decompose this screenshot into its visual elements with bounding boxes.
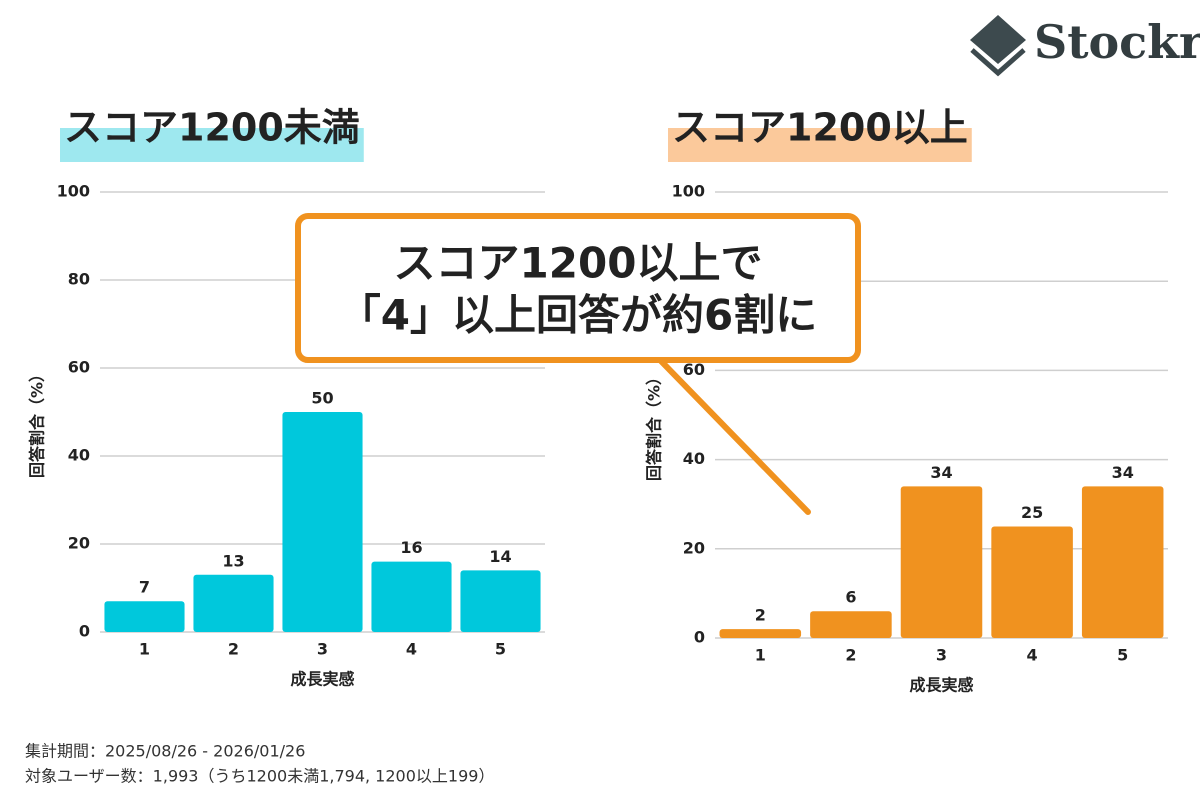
bar	[1081, 486, 1164, 638]
bar	[371, 561, 452, 632]
x-axis-label: 成長実感	[909, 676, 973, 695]
callout-box	[295, 213, 861, 363]
y-tick-label: 20	[68, 534, 90, 553]
y-tick-label: 60	[68, 358, 90, 377]
bar	[719, 629, 802, 638]
logo-icon	[970, 48, 1026, 77]
value-label: 7	[139, 578, 150, 597]
x-tick-label: 3	[936, 646, 947, 665]
title-highlight	[60, 128, 364, 162]
chart: スコア1200以上0204060801002162343254345成長実感回答…	[645, 106, 1168, 695]
chart-title: スコア1200未満	[64, 106, 360, 150]
bar	[460, 570, 541, 632]
callout-pointer	[657, 357, 811, 515]
y-tick-label: 40	[68, 446, 90, 465]
y-tick-label: 60	[683, 360, 705, 379]
value-label: 16	[400, 538, 422, 557]
value-label: 6	[845, 588, 856, 607]
x-tick-label: 1	[139, 640, 150, 659]
y-tick-label: 100	[672, 182, 705, 201]
bar	[193, 574, 274, 632]
x-tick-label: 5	[1117, 646, 1128, 665]
value-label: 34	[930, 463, 952, 482]
y-tick-label: 0	[79, 622, 90, 641]
x-tick-label: 3	[317, 640, 328, 659]
chart-title: スコア1200以上	[672, 106, 968, 150]
logo-text: Stockr	[1034, 15, 1200, 69]
callout-text: スコア1200以上で	[394, 239, 763, 288]
bar	[810, 611, 892, 638]
title-highlight	[668, 128, 972, 162]
y-tick-label: 40	[683, 449, 705, 468]
bar	[900, 486, 983, 638]
value-label: 13	[222, 551, 244, 570]
value-label: 2	[755, 606, 766, 625]
x-tick-label: 4	[1027, 646, 1038, 665]
x-tick-label: 2	[228, 640, 239, 659]
value-label: 34	[1112, 463, 1134, 482]
value-label: 14	[489, 547, 511, 566]
bar	[991, 526, 1073, 638]
chart: スコア1200未満 0 20 40 60 80 100 7 1 13 2 50 3 16 4 14 5 成長実感 回…	[28, 106, 545, 689]
y-tick-label: 100	[57, 182, 90, 201]
x-tick-label: 1	[755, 646, 766, 665]
value-label: 25	[1021, 503, 1043, 522]
value-label: 50	[311, 389, 333, 408]
y-tick-label: 80	[68, 270, 90, 289]
footnote: 対象ユーザー数：1,993（うち1200未満1,794, 1200以上199）	[25, 767, 494, 786]
logo-icon	[970, 15, 1026, 64]
x-tick-label: 4	[406, 640, 417, 659]
y-tick-label: 20	[683, 538, 705, 557]
bar	[104, 601, 185, 632]
footnote: 集計期間：2025/08/26 - 2026/01/26	[25, 742, 305, 761]
y-axis-label: 回答割合（%）	[28, 366, 47, 478]
y-tick-label: 0	[694, 628, 705, 647]
x-axis-label: 成長実感	[290, 670, 354, 689]
bar	[282, 412, 363, 632]
callout-text: 「4」以上回答が約6割に	[339, 291, 817, 340]
x-tick-label: 2	[845, 646, 856, 665]
logo: Stockr	[970, 15, 1200, 77]
y-axis-label: 回答割合（%）	[645, 369, 664, 481]
x-tick-label: 5	[495, 640, 506, 659]
charts: スコア1200未満02040608010071132503164145成長実感回…	[28, 106, 1168, 695]
